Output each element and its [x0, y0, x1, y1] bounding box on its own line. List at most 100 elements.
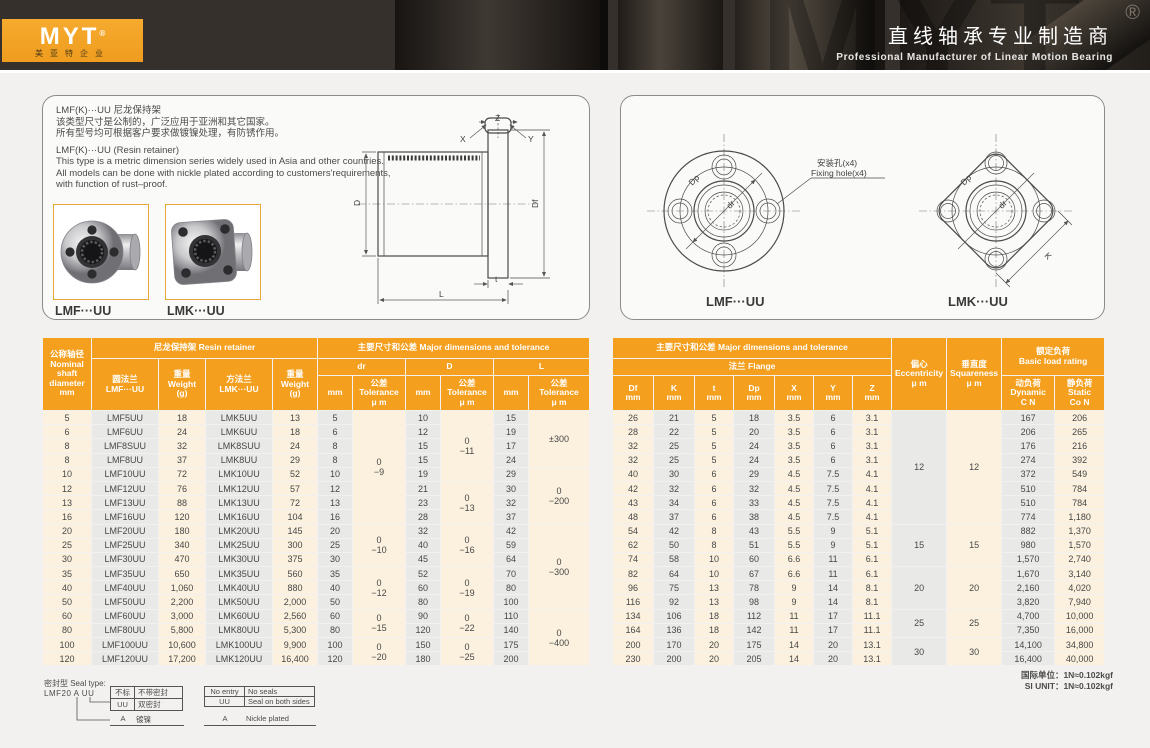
table-cell: 0 −25	[441, 638, 493, 666]
dim-label: X	[460, 134, 466, 144]
table-cell: 80	[43, 623, 91, 637]
plating-key: A	[120, 714, 126, 723]
table-cell: 43	[613, 496, 653, 510]
table-cell: 24	[494, 453, 528, 467]
table-cell: 120	[43, 652, 91, 666]
brand-logo-subtitle: 美亚特企业	[35, 49, 110, 58]
table-cell: 98	[734, 595, 774, 609]
table-cell: 0 −16	[441, 524, 493, 567]
table-cell: 2,740	[1055, 552, 1105, 567]
left-table-row: 8 LMF8UU 37 LMK8UU 29 8 15 24	[43, 453, 589, 467]
table-cell: LMF35UU	[92, 567, 158, 581]
table-cell: 14	[775, 652, 813, 666]
dim-label: Z	[495, 114, 500, 123]
table-cell: 5,300	[273, 623, 317, 637]
table-cell: 37	[494, 510, 528, 524]
table-cell: 11	[814, 552, 852, 567]
table-cell: 7.5	[814, 510, 852, 524]
table-cell: 72	[273, 496, 317, 510]
table-cell: LMF100UU	[92, 638, 158, 652]
unit-note: 国际单位：1N≈0.102kgf SI UNIT：1N≈0.102kgf	[900, 670, 1113, 692]
table-cell: 22	[654, 425, 694, 439]
dim-label: L	[439, 289, 444, 299]
table-cell: 106	[654, 609, 694, 623]
table-cell: 13	[43, 496, 91, 510]
table-cell: 20	[43, 524, 91, 538]
column-header-tolerance: 公差 Tolerance μ m	[441, 376, 493, 410]
table-cell: 9	[775, 581, 813, 595]
table-cell: 392	[1055, 453, 1105, 467]
column-header-L: L	[494, 359, 590, 375]
table-cell: 549	[1055, 467, 1105, 481]
table-cell: 13	[695, 581, 733, 595]
left-table-row: 8 LMF8SUU 32 LMK8SUU 24 8 15 17	[43, 439, 589, 453]
table-cell: 4.1	[853, 481, 892, 496]
table-cell: 116	[613, 595, 653, 609]
table-cell: 3.5	[775, 439, 813, 453]
table-cell: LMF6UU	[92, 425, 158, 439]
banner-titles: 直线轴承专业制造商 Professional Manufacturer of L…	[836, 20, 1113, 63]
top-banner: MYT MYT® 美亚特企业 直线轴承专业制造商 Professional Ma…	[0, 0, 1150, 70]
product-label-lmf: LMF···UU	[55, 304, 112, 318]
table-cell: 11.1	[853, 609, 892, 623]
seal-legend-connector-lines	[76, 697, 110, 721]
table-cell: LMK30UU	[206, 552, 272, 567]
dim-label: Df	[530, 199, 540, 208]
table-cell: 72	[159, 467, 205, 481]
table-cell: 42	[613, 481, 653, 496]
table-cell: 20	[947, 567, 1002, 609]
table-cell: 7.5	[814, 467, 852, 481]
left-table-row: 6 LMF6UU 24 LMK6UU 18 6 12 19	[43, 425, 589, 439]
table-cell: 7,350	[1002, 623, 1055, 637]
table-cell: 24	[273, 439, 317, 453]
table-cell: 8	[318, 453, 352, 467]
table-cell: 19	[406, 467, 440, 481]
table-cell: 10	[695, 552, 733, 567]
table-cell: 0 −200	[529, 467, 590, 524]
column-header-X: X mm	[775, 376, 813, 410]
table-cell: 54	[613, 524, 653, 538]
table-cell: ±300	[529, 411, 590, 467]
table-cell: 274	[1002, 453, 1055, 467]
table-cell: 16,000	[1055, 623, 1105, 637]
left-table-row: 50 LMF50UU 2,200 LMK50UU 2,000 50 80 100	[43, 595, 589, 609]
intro-en-line: This type is a metric dimension series w…	[56, 156, 384, 167]
table-cell: 1,570	[1002, 552, 1055, 567]
table-cell: 32	[159, 439, 205, 453]
table-cell: LMK6UU	[206, 425, 272, 439]
table-cell: 13.1	[853, 652, 892, 666]
table-cell: 17	[494, 439, 528, 453]
table-cell: LMF30UU	[92, 552, 158, 567]
unit-note-cn: 国际单位：1N≈0.102kgf	[1020, 670, 1113, 680]
right-table-row: 32 25 5 24 3.5 6 3.1 176 216	[613, 439, 1105, 453]
table-cell: 19	[494, 425, 528, 439]
table-cell: LMF10UU	[92, 467, 158, 481]
table-cell: 372	[1002, 467, 1055, 481]
table-cell: 32	[494, 496, 528, 510]
table-cell: 20	[814, 638, 852, 652]
table-cell: 18	[273, 425, 317, 439]
table-cell: 8.1	[853, 581, 892, 595]
table-cell: 0 −19	[441, 567, 493, 609]
table-cell: 3.1	[853, 425, 892, 439]
table-cell: 13	[273, 411, 317, 425]
table-cell: 35	[43, 567, 91, 581]
table-cell: 59	[494, 538, 528, 552]
table-cell: 8	[43, 439, 91, 453]
table-cell: 3.1	[853, 411, 892, 425]
cross-section-drawing: Z X Y D Df t L	[352, 114, 550, 304]
table-cell: 18	[159, 411, 205, 425]
table-cell: 64	[494, 552, 528, 567]
table-cell: 28	[613, 425, 653, 439]
table-cell: 42	[654, 524, 694, 538]
table-cell: 10	[406, 411, 440, 425]
table-cell: LMK5UU	[206, 411, 272, 425]
table-cell: 784	[1055, 481, 1105, 496]
table-cell: 12	[406, 425, 440, 439]
table-cell: 40	[406, 538, 440, 552]
table-cell: 205	[734, 652, 774, 666]
column-header-tolerance: 公差 Tolerance μ m	[529, 376, 590, 410]
plating-option-cn: A 镀镍	[110, 714, 184, 726]
table-cell: LMF13UU	[92, 496, 158, 510]
